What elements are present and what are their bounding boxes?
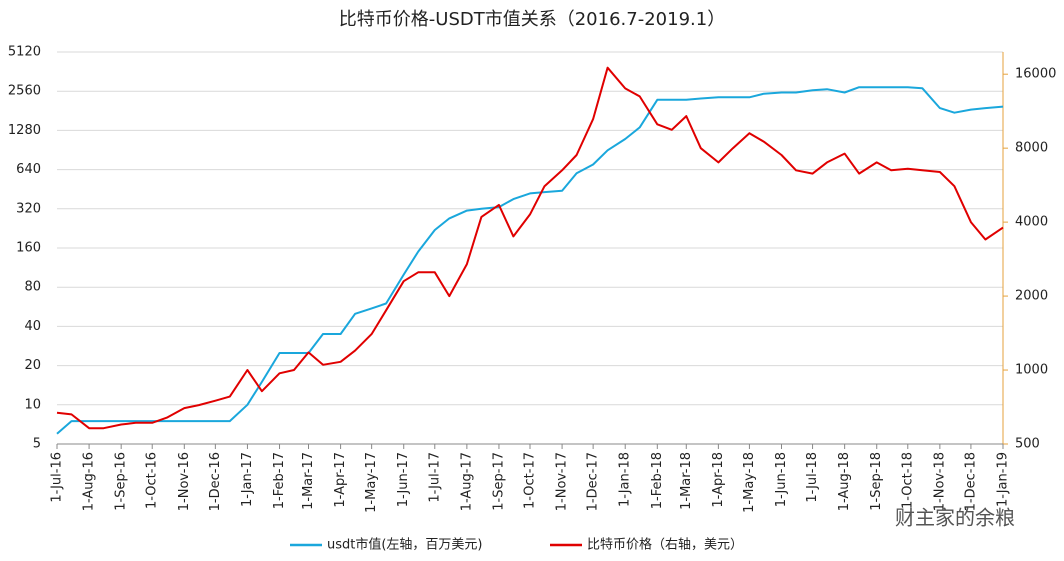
x-tick-label: 1-May-18 bbox=[742, 452, 757, 513]
x-tick-label: 1-Jan-17 bbox=[240, 452, 255, 507]
legend-label: 比特币价格（右轴，美元） bbox=[587, 537, 743, 553]
x-tick-label: 1-Oct-18 bbox=[900, 452, 915, 509]
y-tick-label: 2560 bbox=[8, 84, 41, 99]
x-tick-label: 1-Dec-16 bbox=[208, 452, 223, 511]
x-tick-label: 1-Oct-17 bbox=[523, 452, 538, 509]
x-tick-label: 1-Jan-19 bbox=[996, 452, 1011, 507]
x-tick-label: 1-Sep-18 bbox=[869, 452, 884, 511]
x-tick-label: 1-Feb-18 bbox=[650, 452, 665, 509]
x-tick-label: 1-Jul-18 bbox=[805, 452, 820, 503]
y2-tick-label: 8000 bbox=[1015, 141, 1048, 156]
x-tick-label: 1-Aug-17 bbox=[459, 452, 474, 511]
y-tick-label: 10 bbox=[24, 397, 41, 412]
y2-tick-label: 4000 bbox=[1015, 215, 1048, 230]
y-tick-label: 20 bbox=[24, 358, 41, 373]
x-tick-label: 1-Oct-16 bbox=[145, 452, 160, 509]
x-tick-label: 1-Sep-16 bbox=[114, 452, 129, 511]
x-tick-label: 1-Jan-18 bbox=[618, 452, 633, 507]
series-line bbox=[56, 86, 1004, 435]
legend-label: usdt市值(左轴，百万美元) bbox=[327, 537, 483, 553]
x-tick-label: 1-Jul-16 bbox=[50, 452, 65, 503]
x-tick-label: 1-Nov-17 bbox=[555, 452, 570, 511]
series-line bbox=[56, 66, 1004, 430]
x-tick-label: 1-Jun-18 bbox=[774, 452, 789, 507]
x-tick-label: 1-Mar-18 bbox=[679, 452, 694, 510]
x-tick-label: 1-Apr-17 bbox=[333, 452, 348, 508]
y2-tick-label: 1000 bbox=[1015, 363, 1048, 378]
x-tick-label: 1-May-17 bbox=[364, 452, 379, 513]
x-tick-label: 1-Jul-17 bbox=[427, 452, 442, 503]
x-tick-label: 1-Mar-17 bbox=[301, 452, 316, 510]
y2-tick-label: 2000 bbox=[1015, 289, 1048, 304]
x-tick-label: 1-Feb-17 bbox=[272, 452, 287, 509]
x-tick-label: 1-Nov-18 bbox=[932, 452, 947, 511]
x-tick-label: 1-Dec-18 bbox=[963, 452, 978, 511]
y-tick-label: 5 bbox=[33, 437, 41, 452]
x-tick-label: 1-Apr-18 bbox=[711, 452, 726, 508]
x-tick-label: 1-Aug-16 bbox=[82, 452, 97, 511]
x-tick-label: 1-Dec-17 bbox=[586, 452, 601, 511]
y-tick-label: 1280 bbox=[8, 123, 41, 138]
y-tick-label: 5120 bbox=[8, 45, 41, 60]
x-tick-label: 1-Jun-17 bbox=[396, 452, 411, 507]
y-tick-label: 80 bbox=[24, 280, 41, 295]
chart-title: 比特币价格-USDT市值关系（2016.7-2019.1） bbox=[339, 9, 725, 30]
watermark: 财主家的余粮 bbox=[895, 506, 1015, 530]
y-tick-label: 160 bbox=[16, 241, 41, 256]
y-tick-label: 320 bbox=[16, 201, 41, 216]
y-tick-label: 640 bbox=[16, 162, 41, 177]
y-tick-label: 40 bbox=[24, 319, 41, 334]
x-tick-label: 1-Aug-18 bbox=[837, 452, 852, 511]
y2-tick-label: 500 bbox=[1015, 437, 1040, 452]
x-tick-label: 1-Sep-17 bbox=[491, 452, 506, 511]
x-tick-label: 1-Nov-16 bbox=[177, 452, 192, 511]
y2-tick-label: 16000 bbox=[1015, 67, 1056, 82]
